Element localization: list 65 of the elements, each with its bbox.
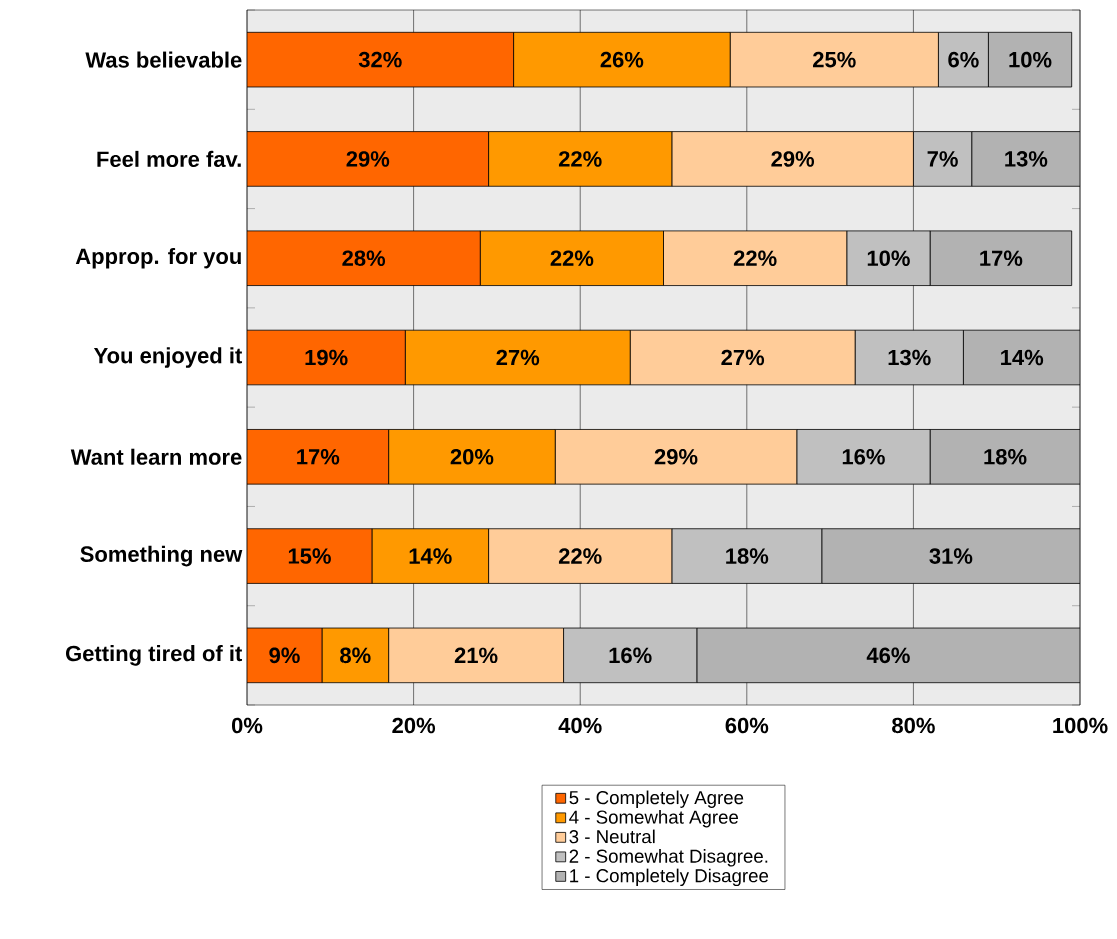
data-label: 22% [733, 250, 777, 266]
data-label: 29% [771, 151, 815, 167]
bar [247, 31, 514, 88]
y-tick-label: Was believable [85, 51, 242, 68]
bar [971, 131, 1081, 187]
data-label: 13% [1005, 151, 1048, 167]
y-tick-label: Getting tired of it [65, 645, 243, 666]
data-label: 27% [496, 349, 540, 366]
data-label: 18% [726, 548, 769, 564]
data-label: 14% [1001, 349, 1044, 366]
data-label: 16% [842, 448, 885, 465]
data-label: 14% [409, 548, 452, 564]
legend-label: 2 - Somewhat Disagree. [569, 849, 768, 867]
bar [696, 627, 1081, 684]
data-label: 32% [358, 51, 402, 68]
bar [929, 230, 1073, 286]
data-label: 10% [1009, 51, 1052, 68]
data-label: 29% [346, 151, 390, 167]
data-label: 9% [269, 647, 300, 664]
bar [821, 528, 1081, 584]
legend-label: 4 - Somewhat Agree [569, 810, 739, 828]
legend-label: 5 - Completely Agree [569, 790, 744, 808]
bar [962, 329, 1081, 386]
x-tick-label: 100% [1053, 717, 1108, 734]
y-tick-label: Something new [80, 545, 243, 567]
data-label: 15% [288, 548, 331, 564]
bar [929, 429, 1081, 485]
data-label: 18% [984, 448, 1027, 465]
data-label: 16% [609, 647, 652, 664]
data-label: 20% [450, 448, 494, 465]
data-label: 25% [813, 51, 856, 68]
data-label: 19% [305, 349, 348, 366]
bar [247, 528, 373, 584]
legend-label: 1 - Completely Disagree [570, 868, 769, 887]
data-label: 22% [550, 250, 594, 266]
bar [247, 131, 489, 187]
data-label: 13% [888, 349, 931, 366]
data-label: 7% [927, 151, 958, 167]
data-label: 27% [721, 349, 765, 366]
data-label: 22% [558, 151, 602, 167]
legend-label: 3 - Neutral [569, 829, 655, 844]
data-label: 10% [867, 250, 910, 266]
data-label: 29% [654, 448, 698, 465]
x-tick-label: 60% [725, 717, 769, 734]
data-label: 46% [866, 647, 910, 664]
bar [247, 230, 481, 286]
data-label: 8% [340, 647, 371, 664]
bar [247, 329, 406, 386]
data-label: 22% [558, 548, 602, 564]
x-tick-label: 80% [892, 717, 935, 734]
x-tick-label: 0% [231, 717, 263, 734]
data-label: 28% [342, 250, 386, 266]
data-label: 31% [929, 548, 973, 564]
y-tick-label: You enjoyed it [93, 347, 243, 368]
data-label: 26% [600, 51, 644, 68]
y-tick-label: Approp. for you [75, 247, 241, 269]
y-tick-label: Feel more fav. [97, 150, 241, 168]
data-label: 21% [454, 647, 498, 664]
x-tick-label: 40% [558, 717, 602, 734]
data-label: 17% [980, 250, 1023, 266]
bar [247, 429, 390, 485]
y-tick-label: Want learn more [70, 448, 242, 465]
data-label: 6% [948, 51, 979, 68]
x-tick-label: 20% [392, 717, 436, 734]
data-label: 17% [297, 449, 340, 465]
